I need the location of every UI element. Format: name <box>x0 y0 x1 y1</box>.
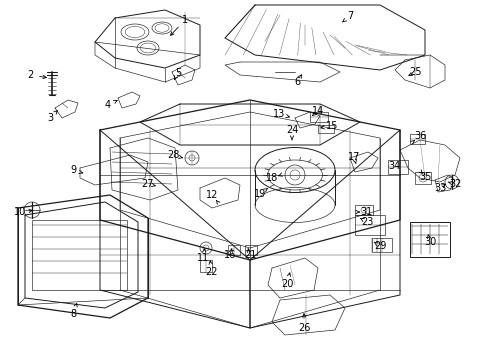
Bar <box>409 134 424 144</box>
Text: 29: 29 <box>373 241 386 251</box>
Text: 4: 4 <box>105 100 111 110</box>
Text: 5: 5 <box>175 68 181 78</box>
Text: 36: 36 <box>413 131 425 141</box>
Text: 6: 6 <box>293 77 300 87</box>
Text: 9: 9 <box>70 165 76 175</box>
Text: 15: 15 <box>325 121 338 131</box>
Text: 17: 17 <box>347 152 360 162</box>
Text: 18: 18 <box>265 173 278 183</box>
Text: 10: 10 <box>14 207 26 217</box>
Text: 16: 16 <box>224 250 236 260</box>
Text: 26: 26 <box>297 323 309 333</box>
Text: 22: 22 <box>205 267 218 277</box>
Text: 2: 2 <box>27 70 33 80</box>
Bar <box>244 245 257 255</box>
Bar <box>354 215 384 235</box>
Bar <box>200 260 212 272</box>
Text: 34: 34 <box>387 161 399 171</box>
Text: 24: 24 <box>285 125 298 135</box>
Text: 11: 11 <box>197 253 209 263</box>
Text: 28: 28 <box>166 150 179 160</box>
Text: 35: 35 <box>419 172 431 182</box>
Text: 33: 33 <box>433 183 445 193</box>
Text: 3: 3 <box>47 113 53 123</box>
Bar <box>32 220 127 290</box>
Text: 31: 31 <box>359 207 371 217</box>
Bar <box>227 245 240 255</box>
Text: 1: 1 <box>182 15 188 25</box>
Bar <box>387 160 407 174</box>
Text: 27: 27 <box>142 179 154 189</box>
Text: 23: 23 <box>360 217 372 227</box>
Text: 25: 25 <box>409 67 421 77</box>
Text: 20: 20 <box>280 279 293 289</box>
Bar <box>409 222 449 257</box>
Text: 8: 8 <box>70 309 76 319</box>
Bar <box>317 125 333 133</box>
Text: 14: 14 <box>311 106 324 116</box>
Text: 21: 21 <box>244 250 256 260</box>
Text: 7: 7 <box>346 11 352 21</box>
Bar <box>354 205 372 215</box>
Text: 13: 13 <box>272 109 285 119</box>
Text: 30: 30 <box>423 237 435 247</box>
Bar <box>371 238 391 252</box>
Bar <box>309 112 327 122</box>
Text: 19: 19 <box>253 189 265 199</box>
Bar <box>414 172 430 184</box>
Text: 32: 32 <box>448 179 460 189</box>
Text: 12: 12 <box>205 190 218 200</box>
